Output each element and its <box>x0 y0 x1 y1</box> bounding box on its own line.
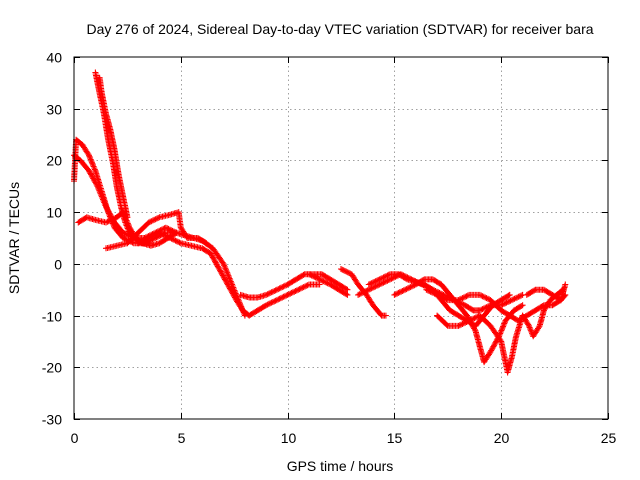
y-tick-label: 40 <box>46 50 62 66</box>
series-track-p <box>523 281 569 304</box>
axes: 0 5 10 15 20 25 -30 -20 -10 0 10 20 30 40 <box>42 50 617 447</box>
y-tick-label: 10 <box>46 205 62 221</box>
y-axis-label: SDTVAR / TECUs <box>6 182 22 294</box>
x-axis-label: GPS time / hours <box>287 458 394 474</box>
y-tick-label: 20 <box>46 153 62 169</box>
series-track-i <box>306 271 351 298</box>
y-tick-label: -30 <box>42 412 62 428</box>
series-track-g <box>135 229 323 319</box>
x-tick-label: 10 <box>281 430 297 446</box>
series-markers <box>103 209 210 252</box>
series-markers <box>135 229 323 319</box>
x-tick-label: 5 <box>178 430 186 446</box>
series-markers <box>338 266 389 319</box>
series-track-b <box>96 74 131 221</box>
series-track-e <box>75 209 248 319</box>
series-markers <box>96 74 131 221</box>
x-tick-label: 20 <box>494 430 510 446</box>
series-markers <box>306 271 351 298</box>
series-markers <box>75 209 248 319</box>
chart-title: Day 276 of 2024, Sidereal Day-to-day VTE… <box>86 21 593 37</box>
y-tick-label: -20 <box>42 360 62 376</box>
series-track-o <box>423 286 569 324</box>
grid <box>74 57 608 419</box>
y-tick-label: 0 <box>54 257 62 273</box>
series-markers <box>423 286 569 324</box>
x-tick-label: 0 <box>71 430 79 446</box>
y-tick-label: 30 <box>46 102 62 118</box>
y-tick-label: -10 <box>42 309 62 325</box>
x-tick-label: 25 <box>601 430 617 446</box>
plot-area <box>71 69 569 376</box>
plot-frame <box>73 56 609 420</box>
series-track-f <box>103 209 210 252</box>
x-tick-label: 15 <box>387 430 403 446</box>
series-track-j <box>338 266 389 319</box>
series-markers <box>523 281 569 304</box>
